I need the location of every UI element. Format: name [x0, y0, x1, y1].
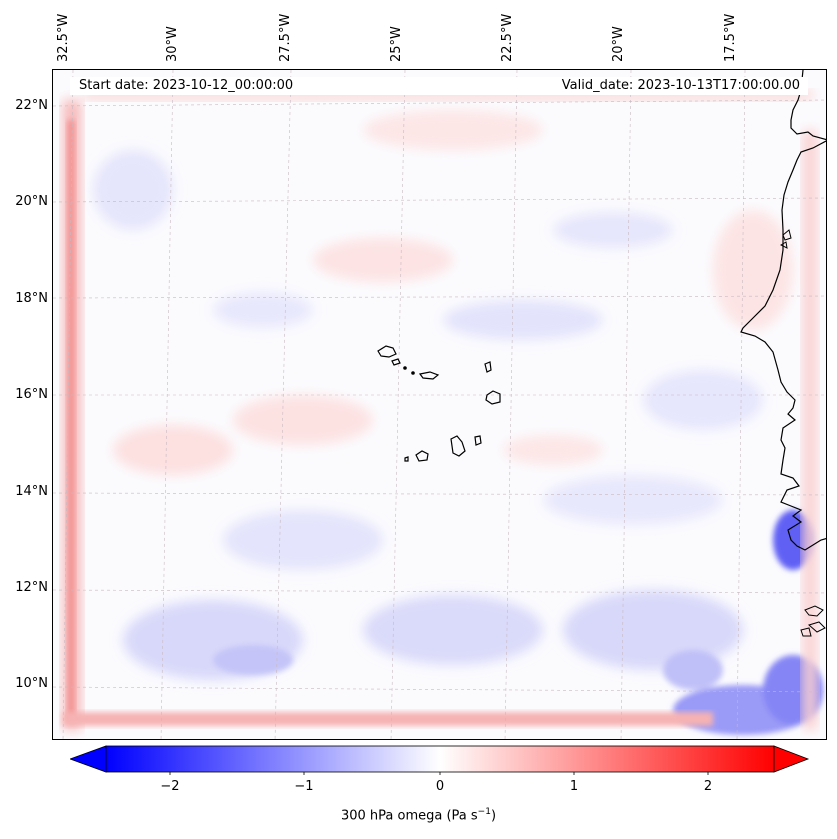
- lon-label-17-5w: 17.5°W: [723, 13, 738, 62]
- lon-label-30w: 30°W: [165, 26, 180, 62]
- lon-label-32-5w: 32.5°W: [56, 13, 71, 62]
- colorbar-tick-neg1: −1: [294, 779, 314, 794]
- lat-label-22n: 22°N: [15, 98, 48, 113]
- colorbar-ramp: [105, 745, 775, 773]
- colorbar-tick-0: 0: [435, 779, 445, 794]
- lon-label-20w: 20°W: [611, 26, 626, 62]
- colorbar-min-extend: [70, 745, 107, 773]
- north-boundary-band: [83, 90, 813, 100]
- colorbar-tick-1: 1: [569, 779, 579, 794]
- colorbar-max-extend: [773, 745, 810, 773]
- lon-label-22-5w: 22.5°W: [500, 13, 515, 62]
- omega-field-map: [53, 70, 826, 739]
- lon-label-27-5w: 27.5°W: [278, 13, 293, 62]
- graticule: [53, 70, 826, 739]
- lat-label-12n: 12°N: [15, 580, 48, 595]
- cape-verde-islands-icon: [377, 345, 501, 462]
- lat-label-18n: 18°N: [15, 291, 48, 306]
- start-date-label: Start date: 2023-10-12_00:00:00: [79, 78, 294, 93]
- lat-label-16n: 16°N: [15, 387, 48, 402]
- omega-anomalies: [93, 110, 793, 680]
- colorbar-title: 300 hPa omega (Pa s−1): [340, 807, 497, 824]
- colorbar-tick-neg2: −2: [160, 779, 180, 794]
- colorbar-tick-2: 2: [703, 779, 713, 794]
- east-boundary-band: [803, 130, 817, 730]
- lon-label-25w: 25°W: [389, 26, 404, 62]
- header-banner: [70, 77, 808, 95]
- valid-date-label: Valid_date: 2023-10-13T17:00:00.00: [561, 78, 800, 93]
- lat-label-20n: 20°N: [15, 194, 48, 209]
- colorbar: [70, 745, 810, 775]
- lat-label-14n: 14°N: [15, 484, 48, 499]
- south-boundary-band: [63, 712, 713, 726]
- canary-coast-islets: [779, 229, 792, 249]
- map-panel: [52, 69, 827, 740]
- bijagos-islands-icon: [800, 605, 826, 637]
- lat-label-10n: 10°N: [15, 676, 48, 691]
